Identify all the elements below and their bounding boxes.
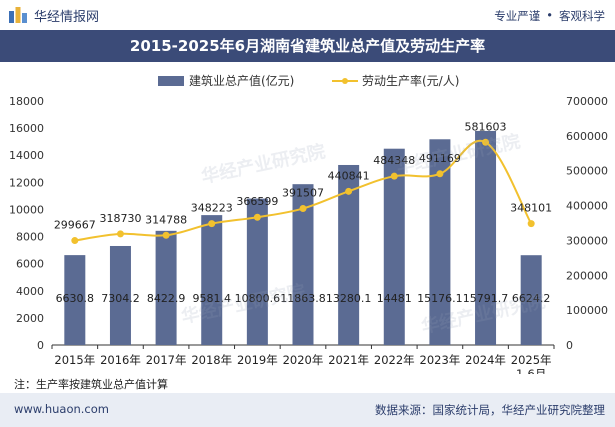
x-tick-label: 2021年 xyxy=(328,353,369,367)
bar-value-label: 7304.2 xyxy=(101,292,140,305)
y-left-tick-label: 12000 xyxy=(9,176,44,189)
x-tick-label: 2015年 xyxy=(54,353,95,367)
line-value-label: 440841 xyxy=(328,169,370,182)
line-value-label: 348101 xyxy=(510,202,552,215)
brand-name: 华经情报网 xyxy=(34,9,100,25)
y-right-tick-label: 400000 xyxy=(566,200,608,213)
bar xyxy=(475,130,497,345)
line-point xyxy=(299,205,307,213)
line-value-label: 484348 xyxy=(373,154,415,167)
bar-value-label: 15791.7 xyxy=(463,292,509,305)
line-value-label: 366599 xyxy=(236,195,278,208)
legend-line-label: 劳动生产率(元/人) xyxy=(362,73,459,88)
bar-value-label: 9581.4 xyxy=(192,292,231,305)
x-tick-label: 2022年 xyxy=(374,353,415,367)
chart-note: 注：生产率按建筑业总产值计算 xyxy=(14,378,168,391)
bar-value-label: 6624.2 xyxy=(512,292,551,305)
bar-value-label: 15176.1 xyxy=(417,292,463,305)
line-value-label: 391507 xyxy=(282,187,324,200)
tag-objective: 客观科学 xyxy=(559,9,605,23)
y-left-tick-label: 6000 xyxy=(16,258,44,271)
bar xyxy=(338,164,360,345)
bar-value-label: 10800.6 xyxy=(235,292,281,305)
tag-separator-icon: • xyxy=(546,8,553,22)
y-left-tick-label: 10000 xyxy=(9,203,44,216)
header-tags: 专业严谨 • 客观科学 xyxy=(494,8,605,24)
line-value-label: 318730 xyxy=(99,212,141,225)
bar xyxy=(109,245,131,345)
y-right-tick-label: 100000 xyxy=(566,304,608,317)
line-value-label: 314788 xyxy=(145,213,187,226)
line-point xyxy=(345,187,353,195)
y-left-tick-label: 14000 xyxy=(9,149,44,162)
bar xyxy=(201,215,223,345)
line-value-label: 581603 xyxy=(465,120,507,133)
bar xyxy=(292,184,314,345)
chart-area: 建筑业总产值(亿元) 劳动生产率(元/人) 0 2000 4000 6000 8000 100… xyxy=(9,73,608,374)
line-point xyxy=(116,230,124,238)
y-left-tick-label: 4000 xyxy=(16,285,44,298)
brand-logo-icon xyxy=(9,7,27,23)
y-left-tick-label: 16000 xyxy=(9,122,44,135)
bar xyxy=(520,255,542,345)
bar-value-label: 8422.9 xyxy=(147,292,186,305)
x-tick-label: 1-6月 xyxy=(516,367,546,374)
bar xyxy=(246,198,268,345)
line-value-label: 299667 xyxy=(54,219,96,232)
bar-value-label: 13280.1 xyxy=(326,292,372,305)
x-tick-label: 2020年 xyxy=(283,353,324,367)
x-tick-label: 2018年 xyxy=(191,353,232,367)
y-right-tick-label: 300000 xyxy=(566,234,608,247)
y-right-tick-label: 0 xyxy=(566,339,573,352)
x-tick-label: 2019年 xyxy=(237,353,278,367)
footer: www.huaon.com 数据来源：国家统计局，华经产业研究院整理 xyxy=(0,393,615,427)
y-left-tick-label: 2000 xyxy=(16,312,44,325)
bar-value-label: 11863.8 xyxy=(280,292,326,305)
line-point xyxy=(208,220,216,228)
y-left-tick-label: 8000 xyxy=(16,231,44,244)
footer-site-link[interactable]: www.huaon.com xyxy=(14,402,109,416)
y-left-tick-label: 18000 xyxy=(9,95,44,108)
line-point xyxy=(162,231,170,239)
line-point xyxy=(253,213,261,221)
legend-bar-swatch xyxy=(158,76,184,86)
brand[interactable]: 华经情报网 xyxy=(8,5,99,25)
bar xyxy=(383,148,405,345)
line-point xyxy=(436,170,444,178)
y-right-tick-label: 600000 xyxy=(566,130,608,143)
legend-bar-label: 建筑业总产值(亿元) xyxy=(189,73,294,88)
y-left-tick-label: 0 xyxy=(37,339,44,352)
bar xyxy=(155,230,177,345)
tag-professional: 专业严谨 xyxy=(494,9,541,23)
line-point xyxy=(482,138,490,146)
bar-value-label: 6630.8 xyxy=(56,292,95,305)
bar xyxy=(64,255,86,345)
bar-value-label: 14481 xyxy=(377,292,412,305)
line-point xyxy=(71,237,79,245)
x-tick-label: 2023年 xyxy=(420,353,461,367)
line-point xyxy=(527,220,535,228)
y-right-tick-label: 700000 xyxy=(566,95,608,108)
y-right-tick-label: 500000 xyxy=(566,165,608,178)
x-tick-label: 2017年 xyxy=(146,353,187,367)
x-tick-label: 2025年 xyxy=(511,353,552,367)
chart-title: 2015-2025年6月湖南省建筑业总产值及劳动生产率 xyxy=(0,30,615,62)
x-tick-label: 2024年 xyxy=(465,353,506,367)
y-right-tick-label: 200000 xyxy=(566,269,608,282)
bar xyxy=(429,139,451,345)
top-bar: 华经情报网 专业严谨 • 客观科学 xyxy=(0,0,615,30)
x-tick-label: 2016年 xyxy=(100,353,141,367)
line-point xyxy=(390,172,398,180)
legend-line-marker xyxy=(342,78,348,84)
line-value-label: 348223 xyxy=(191,202,233,215)
line-value-label: 491169 xyxy=(419,152,461,165)
footer-source: 数据来源：国家统计局，华经产业研究院整理 xyxy=(375,403,605,417)
